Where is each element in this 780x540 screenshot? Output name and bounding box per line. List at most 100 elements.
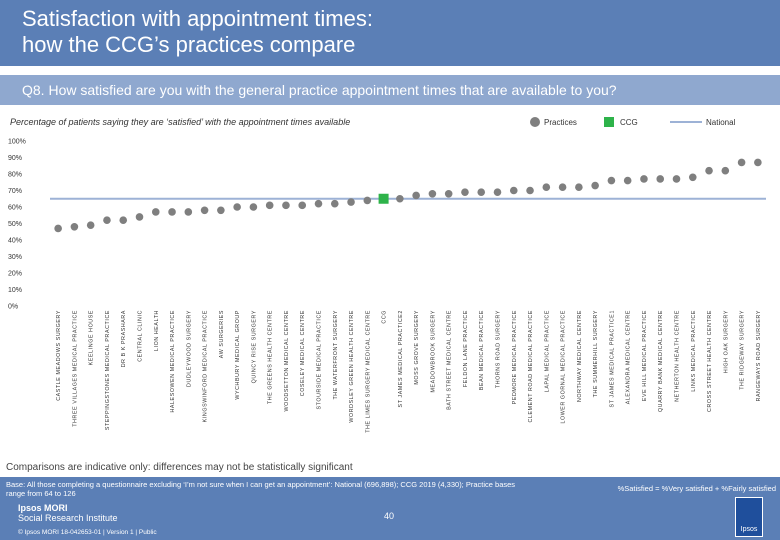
practice-point	[184, 208, 193, 216]
practice-point	[151, 208, 160, 216]
title-line-1: Satisfaction with appointment times:	[22, 6, 373, 31]
practice-point	[330, 199, 339, 208]
practice-point	[233, 203, 241, 211]
category-label: LION HEALTH	[154, 310, 160, 351]
practice-point	[656, 175, 665, 183]
practice-point	[705, 166, 713, 175]
category-label: LOWER GORNAL MEDICAL PRACTICE	[561, 310, 567, 424]
category-label: WYCHBURY MEDICAL GROUP	[235, 310, 241, 400]
practice-point	[135, 213, 144, 221]
category-label: BEAN MEDICAL PRACTICE	[479, 310, 485, 390]
practice-point	[363, 196, 372, 205]
y-tick-label: 70%	[8, 188, 22, 195]
practice-point	[265, 201, 274, 210]
title-line-2: how the CCG’s practices compare	[22, 32, 356, 57]
legend-ccg-label: CCG	[620, 118, 638, 127]
practice-point	[200, 206, 209, 215]
y-tick-label: 100%	[8, 139, 26, 146]
category-label: NORTHWAY MEDICAL CENTRE	[577, 310, 583, 402]
category-label: QUINCY RISE SURGERY	[251, 310, 257, 383]
practice-point	[461, 188, 469, 196]
category-label: MEADOWBROOK SURGERY	[430, 310, 436, 393]
practice-point	[444, 190, 453, 198]
y-tick-label: 40%	[8, 238, 22, 245]
title-bar: Satisfaction with appointment times: how…	[0, 0, 780, 66]
question-text: Q8. How satisfied are you with the gener…	[22, 82, 617, 98]
category-label: KEELINGE HOUSE	[89, 310, 95, 365]
practice-point	[168, 208, 176, 216]
y-tick-label: 60%	[8, 205, 22, 212]
category-label: PEDMORE MEDICAL PRACTICE	[512, 310, 518, 404]
category-label: THE GREENS HEALTH CENTRE	[268, 310, 274, 404]
category-label: LAPAL MEDICAL PRACTICE	[544, 310, 550, 392]
legend-national-marker	[670, 121, 702, 123]
practice-point	[103, 216, 111, 224]
category-label: WOODSETTON MEDICAL CENTRE	[284, 310, 290, 412]
satisfied-formula: %Satisfied = %Very satisfied + %Fairly s…	[617, 484, 776, 493]
category-label: EVE HILL MEDICAL PRACTICE	[642, 310, 648, 401]
caveat-text: Comparisons are indicative only: differe…	[6, 462, 353, 473]
category-label: WORDSLEY GREEN HEALTH CENTRE	[349, 310, 355, 423]
y-tick-label: 20%	[8, 271, 22, 278]
category-label: FELDON LANE PRACTICE	[463, 310, 469, 387]
copyright: © Ipsos MORI 18-042653-01 | Version 1 | …	[18, 529, 157, 536]
category-label: KINGSWINFORD MEDICAL PRACTICE	[203, 310, 209, 422]
category-label: RANGEWAYS ROAD SURGERY	[756, 310, 762, 401]
ipsos-logo: Ipsos	[735, 497, 763, 537]
practice-point	[640, 175, 648, 183]
brand-subname: Social Research Institute	[18, 513, 118, 523]
practice-point	[526, 186, 534, 195]
page-title: Satisfaction with appointment times: how…	[22, 6, 373, 58]
practice-point	[721, 166, 730, 175]
category-label: ST JAMES MEDICAL PRACTICE2	[398, 310, 404, 407]
ccg-marker	[378, 193, 389, 204]
practice-point	[477, 188, 486, 196]
practice-point	[754, 158, 762, 167]
category-label: MOSS GROVE SURGERY	[414, 310, 420, 385]
category-label: QUARRY BANK MEDICAL CENTRE	[658, 310, 664, 412]
category-label: THE SUMMERHILL SURGERY	[593, 310, 599, 397]
y-tick-label: 50%	[8, 221, 22, 228]
y-tick-label: 30%	[8, 254, 22, 261]
brand-name: Ipsos MORI	[18, 503, 68, 513]
category-label: THE LIMES SURGERY MEDICAL CENTRE	[365, 310, 371, 433]
legend-national-label: National	[706, 118, 736, 127]
category-label: ALEXANDRA MEDICAL CENTRE	[626, 310, 632, 404]
y-tick-label: 90%	[8, 155, 22, 162]
practice-point	[70, 223, 79, 231]
practice-point	[672, 175, 681, 183]
category-label: CASTLE MEADOWS SURGERY	[56, 310, 62, 401]
brand: Ipsos MORI Social Research Institute	[18, 503, 118, 523]
practice-point	[119, 216, 128, 224]
category-label: THORNS ROAD SURGERY	[496, 310, 502, 388]
category-label: COSELEY MEDICAL CENTRE	[300, 310, 306, 396]
practice-point	[575, 183, 583, 191]
practice-point	[249, 203, 258, 211]
practice-point	[542, 183, 551, 191]
category-label: ST JAMES MEDICAL PRACTICE1	[609, 310, 615, 407]
base-note: Base: All those completing a questionnai…	[6, 480, 516, 498]
practice-point	[493, 188, 502, 196]
category-label: HIGH OAK SURGERY	[723, 310, 729, 373]
category-label: STOURSIDE MEDICAL PRACTICE	[317, 310, 323, 409]
practice-point	[282, 201, 290, 210]
category-label: CCG	[382, 310, 388, 324]
page-number: 40	[384, 511, 395, 521]
practice-point	[54, 224, 62, 233]
category-label: AW SURGERIES	[219, 310, 225, 358]
chart-subtitle: Percentage of patients saying they are ‘…	[10, 117, 351, 127]
category-label: HALESOWEN MEDICAL PRACTICE	[170, 310, 176, 413]
category-label: THE RIDGEWAY SURGERY	[740, 310, 746, 390]
practice-point	[217, 206, 225, 215]
category-label: THE WATERFRONT SURGERY	[333, 310, 339, 400]
legend-ccg-marker	[604, 117, 614, 127]
category-label: STEPPINGSTONES MEDICAL PRACTICE	[105, 310, 111, 430]
practice-point	[347, 198, 355, 206]
category-label: LINKS MEDICAL PRACTICE	[691, 310, 697, 392]
legend-practices-label: Practices	[544, 118, 577, 127]
practice-point	[412, 191, 420, 200]
category-label: BATH STREET MEDICAL CENTRE	[447, 310, 453, 410]
practice-point	[396, 194, 404, 203]
ipsos-logo-text: Ipsos	[740, 526, 758, 533]
practice-point	[591, 181, 599, 190]
